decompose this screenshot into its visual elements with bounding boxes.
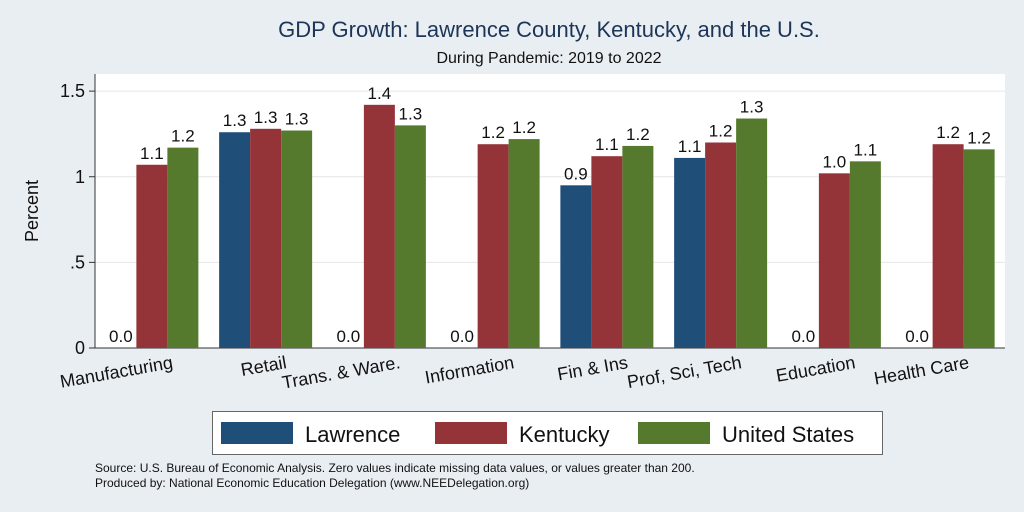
bar <box>674 157 706 348</box>
legend-label-lawrence: Lawrence <box>305 422 401 447</box>
data-label: 1.3 <box>285 110 309 129</box>
bar <box>591 156 623 348</box>
y-tick-label: 1.5 <box>60 81 85 101</box>
x-tick-label: Health Care <box>872 352 970 388</box>
y-axis-title: Percent <box>22 180 42 242</box>
data-label: 1.2 <box>936 123 960 142</box>
bar <box>736 118 768 349</box>
data-label: 1.4 <box>368 84 392 103</box>
bar <box>250 128 282 348</box>
data-label: 0.0 <box>337 327 361 346</box>
bar <box>705 142 737 348</box>
y-tick-label: .5 <box>70 252 85 272</box>
data-label: 0.0 <box>109 327 133 346</box>
bar <box>932 144 964 348</box>
x-tick-label: Trans. & Ware. <box>280 352 401 392</box>
bar <box>849 161 881 348</box>
data-label: 0.0 <box>792 327 816 346</box>
data-label: 1.3 <box>399 104 423 123</box>
data-label: 0.0 <box>450 327 474 346</box>
chart-subtitle: During Pandemic: 2019 to 2022 <box>436 50 662 67</box>
chart-title: GDP Growth: Lawrence County, Kentucky, a… <box>278 17 820 42</box>
x-tick-label: Education <box>774 352 856 386</box>
x-tick-label: Manufacturing <box>58 352 174 392</box>
bar <box>394 125 426 348</box>
bar <box>281 130 313 348</box>
data-label: 1.2 <box>626 125 650 144</box>
bar <box>219 132 251 348</box>
bar <box>363 104 395 348</box>
data-label: 1.2 <box>171 127 195 146</box>
data-label: 1.2 <box>481 123 505 142</box>
produced-by-note: Produced by: National Economic Education… <box>95 476 530 490</box>
data-label: 1.2 <box>967 128 991 147</box>
x-tick-label: Fin & Ins <box>556 352 629 384</box>
data-label: 1.3 <box>740 98 764 117</box>
bar <box>136 164 168 348</box>
footnotes: Source: U.S. Bureau of Economic Analysis… <box>95 461 695 491</box>
x-tick-label: Information <box>423 352 515 387</box>
data-label: 1.1 <box>678 137 702 156</box>
legend-label-kentucky: Kentucky <box>519 422 610 447</box>
legend-swatch-lawrence <box>221 422 293 444</box>
data-label: 1.2 <box>709 122 733 141</box>
bar <box>508 139 540 348</box>
data-label: 0.9 <box>564 164 588 183</box>
data-label: 1.1 <box>595 135 619 154</box>
data-label: 0.0 <box>905 327 929 346</box>
data-label: 1.3 <box>254 108 278 127</box>
legend-swatch-kentucky <box>435 422 507 444</box>
bar <box>477 144 509 348</box>
y-tick-label: 0 <box>75 338 85 358</box>
legend: Lawrence Kentucky United States <box>212 411 883 455</box>
bar <box>167 147 199 348</box>
data-label: 1.2 <box>512 118 536 137</box>
bar <box>560 185 592 348</box>
bar <box>622 145 654 348</box>
legend-label-united-states: United States <box>722 422 855 447</box>
x-tick-label: Prof, Sci, Tech <box>626 352 743 392</box>
data-label: 1.1 <box>140 144 164 163</box>
data-label: 1.1 <box>854 140 878 159</box>
y-tick-label: 1 <box>75 167 85 187</box>
bar <box>818 173 850 348</box>
data-label: 1.3 <box>223 111 247 130</box>
legend-swatch-united-states <box>638 422 710 444</box>
data-label: 1.0 <box>823 152 847 171</box>
bar <box>963 149 995 348</box>
source-note: Source: U.S. Bureau of Economic Analysis… <box>95 461 695 475</box>
